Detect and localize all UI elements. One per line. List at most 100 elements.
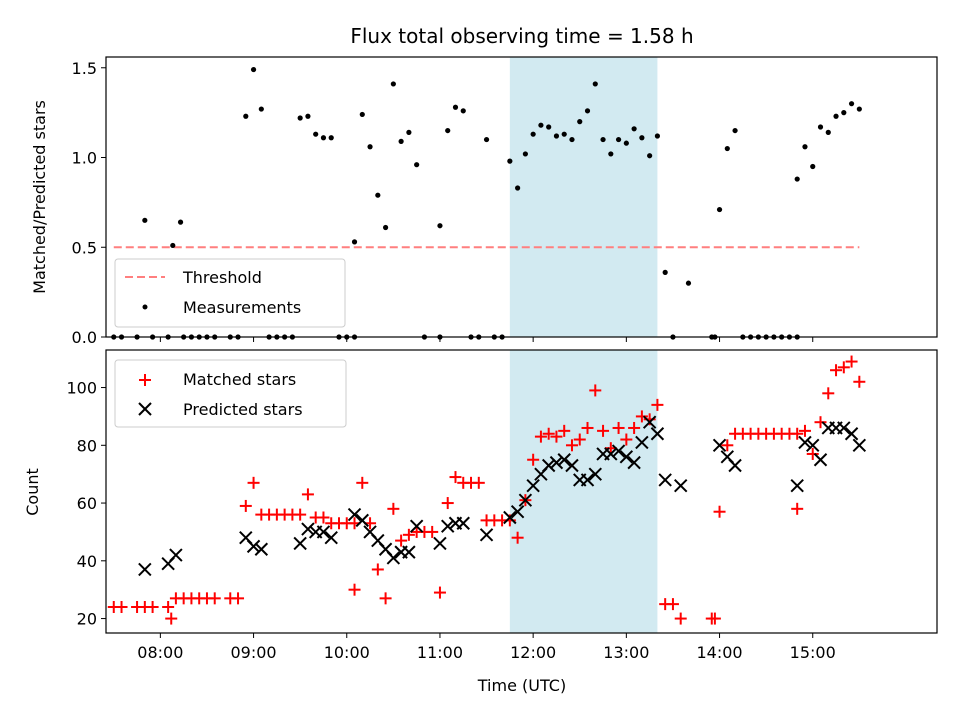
predicted-point-24 <box>479 528 494 542</box>
count-ytick-label-1: 40 <box>77 552 97 571</box>
predicted-point-23 <box>456 516 470 530</box>
predicted-point-42 <box>635 435 649 450</box>
predicted-point-50 <box>790 479 804 493</box>
measurement-point-55 <box>546 124 552 130</box>
matched-point-15 <box>239 499 252 512</box>
matched-point-53 <box>527 453 540 466</box>
matched-point-75 <box>713 505 726 518</box>
matched-point-85 <box>791 427 804 440</box>
measurement-point-61 <box>592 81 598 87</box>
matched-point-66 <box>628 421 641 434</box>
matched-point-16 <box>247 476 260 489</box>
matched-point-33 <box>371 563 384 576</box>
measurement-point-47 <box>483 136 490 143</box>
matched-point-64 <box>612 421 625 434</box>
measurement-point-77 <box>732 127 738 134</box>
matched-point-60 <box>581 421 594 434</box>
ratio-ytick-label-1: 0.5 <box>72 238 97 257</box>
measurement-point-24 <box>313 131 319 137</box>
ratio-ytick-label-0: 0.0 <box>72 328 97 347</box>
count-ytick-label-3: 80 <box>77 436 97 455</box>
predicted-point-9 <box>316 525 331 539</box>
predicted-point-58 <box>852 438 867 453</box>
measurement-point-7 <box>177 219 184 225</box>
matched-point-31 <box>356 476 369 489</box>
count-ytick-label-0: 20 <box>77 610 97 629</box>
measurement-point-41 <box>437 223 443 229</box>
matched-point-57 <box>558 424 571 437</box>
measurement-point-68 <box>647 153 653 159</box>
measurement-point-60 <box>584 108 591 114</box>
predicted-point-10 <box>324 530 338 545</box>
predicted-point-11 <box>347 507 362 522</box>
measurement-point-69 <box>654 133 661 139</box>
predicted-point-36 <box>588 467 602 481</box>
legend-matched-swatch <box>139 374 151 386</box>
ratio-panel: 0.0 0.5 1.0 1.5 Matched/Predicted stars Thr… <box>30 56 938 347</box>
predicted-point-56 <box>837 421 851 435</box>
matched-point-12 <box>208 592 221 605</box>
predicted-point-53 <box>813 453 828 467</box>
measurement-point-26 <box>328 135 334 141</box>
matched-point-59 <box>573 433 586 446</box>
matched-point-61 <box>589 384 602 397</box>
matched-point-92 <box>837 361 850 374</box>
predicted-point-51 <box>798 435 812 450</box>
measurement-point-36 <box>398 138 404 144</box>
measurement-point-65 <box>623 140 629 146</box>
matched-point-43 <box>449 471 462 484</box>
measurement-point-57 <box>561 131 567 137</box>
measurement-point-89 <box>817 124 824 130</box>
measurement-point-76 <box>724 145 730 152</box>
matched-point-51 <box>511 531 524 544</box>
matched-point-86 <box>791 502 804 515</box>
measurement-point-58 <box>569 136 575 143</box>
count-panel-frame <box>105 349 938 634</box>
measurement-point-43 <box>452 104 459 110</box>
matched-point-1 <box>115 601 128 614</box>
measurement-point-53 <box>530 131 536 137</box>
predicted-point-18 <box>402 545 416 559</box>
count-ytick-label-2: 60 <box>77 494 97 513</box>
measurement-point-91 <box>833 113 839 119</box>
matched-point-62 <box>597 424 610 437</box>
count-legend-box <box>114 359 347 428</box>
matched-point-58 <box>565 439 578 452</box>
measurement-point-25 <box>320 135 327 141</box>
measurement-point-44 <box>460 108 466 114</box>
legend-measurements-swatch <box>142 304 148 310</box>
predicted-point-46 <box>674 479 688 493</box>
predicted-point-45 <box>658 473 672 487</box>
matched-point-23 <box>301 488 314 501</box>
predicted-point-2 <box>169 548 183 562</box>
measurement-point-92 <box>841 110 847 116</box>
count-xtick-label-3: 11:00 <box>417 643 463 662</box>
count-x-ticks: 08:00 09:00 10:00 11:00 12:00 13:00 14:00 15:00 <box>137 633 836 662</box>
matched-point-89 <box>814 416 827 429</box>
legend-predicted-swatch <box>138 402 152 416</box>
matched-point-55 <box>542 427 555 440</box>
predicted-point-25 <box>503 510 517 525</box>
matched-point-91 <box>830 364 843 377</box>
matched-point-94 <box>853 375 866 388</box>
predicted-point-40 <box>619 450 634 464</box>
predicted-point-38 <box>604 447 618 461</box>
predicted-point-5 <box>254 542 269 556</box>
measurement-point-22 <box>297 115 303 121</box>
matched-point-46 <box>472 476 485 489</box>
measurement-point-37 <box>406 129 412 135</box>
measurement-point-23 <box>305 113 311 119</box>
predicted-point-20 <box>433 536 447 551</box>
count-legend: Matched stars Predicted stars <box>114 359 347 428</box>
measurement-point-67 <box>639 135 645 141</box>
measurement-point-93 <box>848 101 855 107</box>
count-xtick-label-7: 15:00 <box>790 643 836 662</box>
matched-point-76 <box>721 439 734 452</box>
measurement-point-59 <box>577 119 583 125</box>
measurement-point-64 <box>615 136 622 143</box>
predicted-point-16 <box>386 551 401 565</box>
predicted-point-44 <box>650 427 665 441</box>
observing-window-shade <box>509 57 658 337</box>
predicted-point-28 <box>526 479 540 493</box>
predicted-point-52 <box>806 438 820 453</box>
